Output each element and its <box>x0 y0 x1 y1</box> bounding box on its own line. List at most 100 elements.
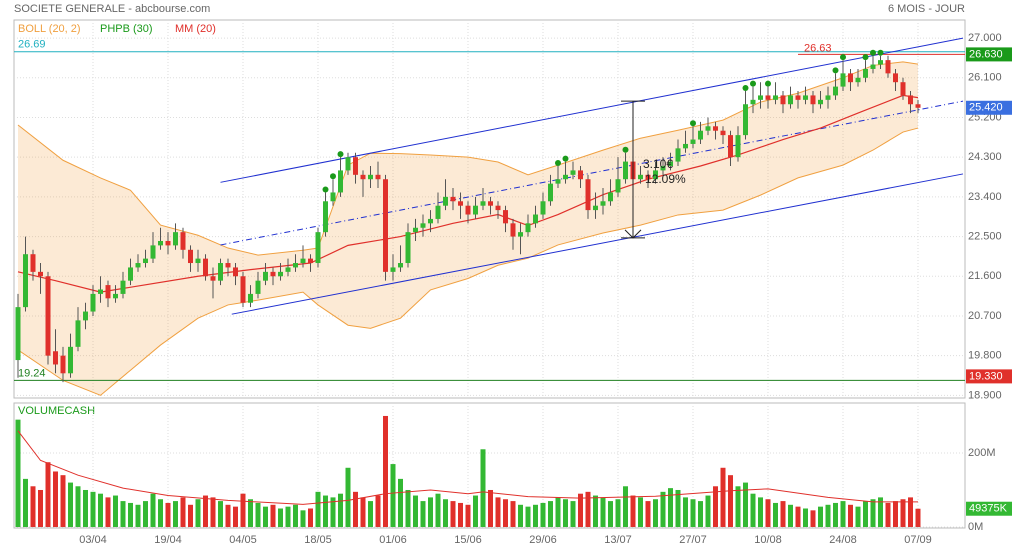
candle-body <box>120 280 126 294</box>
candle-body <box>908 95 913 105</box>
candle-body <box>578 170 583 180</box>
volume-bar <box>278 508 283 527</box>
x-tick-label: 29/06 <box>529 534 557 546</box>
candle-body <box>653 170 658 180</box>
volume-bar <box>180 497 186 527</box>
x-tick-label: 27/07 <box>679 534 707 546</box>
volume-bar <box>270 504 276 527</box>
volume-bar <box>300 510 306 527</box>
candle-body <box>458 201 463 206</box>
volume-bar <box>240 493 246 527</box>
candle-body <box>315 232 321 264</box>
candle-body <box>345 157 351 171</box>
candle-body <box>338 170 343 193</box>
volume-bar <box>630 495 636 527</box>
x-tick-label: 19/04 <box>154 534 182 546</box>
volume-bar <box>653 499 658 527</box>
y-tick-label: 26.100 <box>968 72 1002 84</box>
volume-bar <box>158 499 163 527</box>
candle-body <box>495 205 501 211</box>
volume-bar <box>428 497 433 527</box>
volume-bar <box>765 499 771 527</box>
volume-bar <box>615 499 621 527</box>
channel-lower <box>231 173 964 315</box>
candle-body <box>518 232 523 237</box>
phpb-dot <box>337 151 344 158</box>
volume-bar <box>885 502 891 527</box>
y-tick-label: 22.500 <box>968 230 1002 242</box>
candle-body <box>705 126 711 131</box>
volume-bar <box>398 478 403 527</box>
volume-bar <box>473 495 478 527</box>
channel-middle <box>220 100 964 246</box>
legend-phpb: PHPB (30) <box>100 23 153 35</box>
candle-body <box>660 165 666 171</box>
volume-bar <box>863 501 868 527</box>
volume-bar <box>893 501 898 527</box>
volume-bar <box>255 502 261 527</box>
candle-body <box>90 293 96 312</box>
candle-body <box>165 240 171 246</box>
volume-bar <box>173 501 178 527</box>
candle-body <box>75 320 81 347</box>
phpb-dot <box>690 120 696 127</box>
candle-body <box>68 346 73 374</box>
volume-bar <box>203 495 208 527</box>
volume-bar <box>533 504 538 527</box>
volume-bar <box>53 471 58 527</box>
volume-bar <box>563 499 568 527</box>
volume-bar <box>353 491 358 527</box>
volume-bar <box>525 506 531 527</box>
volume-bar <box>825 504 831 527</box>
candle-body <box>128 267 133 281</box>
candle-body <box>360 174 366 180</box>
price-badge-label: 19.330 <box>969 370 1003 382</box>
candle-body <box>720 130 726 136</box>
legend-mm: MM (20) <box>175 23 216 35</box>
candle-body <box>548 183 553 202</box>
candle-body <box>510 223 516 237</box>
volume-bar <box>623 486 628 527</box>
candle-body <box>38 271 43 277</box>
candle-body <box>330 192 336 202</box>
candle-body <box>743 104 748 136</box>
candle-body <box>713 126 718 131</box>
x-tick-label: 24/08 <box>829 534 857 546</box>
candle-body <box>413 227 418 233</box>
candle-body <box>473 205 478 215</box>
volume-bar <box>68 482 73 527</box>
volume-bar <box>15 419 21 527</box>
volume-bar <box>743 482 748 527</box>
candle-body <box>300 258 306 264</box>
bollinger-lower <box>17 127 919 396</box>
y-tick-label: 20.700 <box>968 310 1002 322</box>
phpb-dot <box>840 54 846 61</box>
volume-bar <box>833 502 838 527</box>
volume-bar <box>30 486 36 527</box>
candle-body <box>795 95 801 100</box>
volume-bar <box>420 501 426 527</box>
candle-body <box>143 258 148 264</box>
y-tick-label: 19.800 <box>968 350 1002 362</box>
candle-body <box>255 280 261 294</box>
candle-body <box>555 179 561 184</box>
candle-body <box>203 258 208 277</box>
volume-bar <box>23 478 28 527</box>
volume-bar <box>713 486 718 527</box>
candle-body <box>503 210 508 224</box>
volume-bar <box>735 486 741 527</box>
candle-body <box>893 73 898 83</box>
candle-body <box>390 267 396 272</box>
volume-bar <box>750 493 756 527</box>
volume-bar <box>338 493 343 527</box>
volume-bar <box>878 497 883 527</box>
candle-body <box>210 276 216 281</box>
candle-body <box>270 271 276 277</box>
candle-body <box>645 174 651 180</box>
price-badge-label: 26.630 <box>969 48 1003 60</box>
candle-body <box>465 205 471 215</box>
volume-bar <box>195 499 201 527</box>
candle-body <box>98 289 103 294</box>
candle-body <box>638 174 643 180</box>
y-tick-label: 18.900 <box>968 389 1002 401</box>
